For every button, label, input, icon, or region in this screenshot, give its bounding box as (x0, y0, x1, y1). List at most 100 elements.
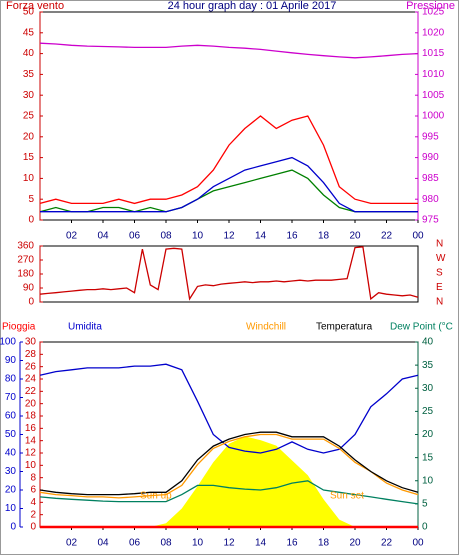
left-label: Forza vento (6, 0, 64, 12)
x-tick-label: 10 (192, 231, 204, 242)
line (39, 363, 419, 454)
y-tick-label: 0 (10, 522, 16, 533)
y-tick-label: 30 (23, 90, 35, 101)
y2-tick-label: 1000 (422, 111, 445, 122)
x-tick-label: 02 (66, 538, 78, 549)
x-tick-label: 08 (160, 538, 172, 549)
y-tick-label: 15 (23, 152, 35, 163)
compass-label: S (436, 268, 443, 279)
y2-tick-label: 25 (422, 406, 434, 417)
x-tick-label: 02 (66, 231, 78, 242)
x-tick-label: 04 (97, 231, 109, 242)
y-tick-label: 20 (5, 485, 17, 496)
line (40, 156, 418, 213)
y-tick-label: 10 (23, 173, 35, 184)
y2-tick-label: 15 (422, 452, 434, 463)
line (39, 42, 419, 59)
y2-tick-label: 980 (422, 194, 439, 205)
y-tick-label: 40 (5, 448, 17, 459)
y3-tick-label: 8 (30, 472, 36, 483)
legend-entry: Dew Point (°C (390, 322, 453, 333)
y-tick-label: 90 (23, 283, 35, 294)
y2-tick-label: 5 (422, 499, 428, 510)
y3-tick-label: 26 (25, 361, 37, 372)
line (39, 431, 419, 496)
x-tick-label: 22 (381, 231, 393, 242)
y3-tick-label: 14 (25, 435, 37, 446)
x-tick-label: 06 (129, 538, 141, 549)
y-tick-label: 35 (23, 69, 35, 80)
y2-tick-label: 20 (422, 429, 434, 440)
x-tick-label: 20 (349, 538, 361, 549)
y3-tick-label: 10 (25, 460, 37, 471)
right-label: Pressione (406, 0, 455, 12)
x-tick-label: 18 (318, 231, 330, 242)
y3-tick-label: 22 (25, 386, 37, 397)
legend-entry: Pioggia (2, 322, 36, 333)
y2-tick-label: 1015 (422, 48, 445, 59)
y2-tick-label: 40 (422, 337, 434, 348)
line (39, 246, 419, 301)
y2-tick-label: 1010 (422, 69, 445, 80)
y-tick-label: 40 (23, 48, 35, 59)
y-tick-label: 10 (5, 503, 17, 514)
x-tick-label: 16 (286, 231, 298, 242)
y2-tick-label: 995 (422, 131, 439, 142)
y-tick-label: 0 (28, 297, 34, 308)
x-tick-label: 12 (223, 231, 235, 242)
x-tick-label: 22 (381, 538, 393, 549)
y3-tick-label: 12 (25, 448, 37, 459)
y-tick-label: 60 (5, 411, 17, 422)
y2-tick-label: 975 (422, 215, 439, 226)
legend-entry: Temperatura (316, 322, 373, 333)
y-tick-label: 180 (17, 269, 34, 280)
y-tick-label: 30 (5, 466, 17, 477)
x-tick-label: 10 (192, 538, 204, 549)
y2-tick-label: 10 (422, 475, 434, 486)
y3-tick-label: 4 (30, 497, 36, 508)
y-tick-label: 90 (5, 355, 17, 366)
y3-tick-label: 20 (25, 398, 37, 409)
x-tick-label: 12 (223, 538, 235, 549)
y2-tick-label: 985 (422, 173, 439, 184)
y3-tick-label: 30 (25, 337, 37, 348)
y2-tick-label: 990 (422, 152, 439, 163)
x-tick-label: 20 (349, 231, 361, 242)
y2-tick-label: 35 (422, 360, 434, 371)
y2-tick-label: 30 (422, 383, 434, 394)
x-tick-label: 08 (160, 231, 172, 242)
y-tick-label: 80 (5, 374, 17, 385)
y-tick-label: 50 (5, 429, 17, 440)
y2-tick-label: 0 (422, 522, 428, 533)
y-tick-label: 100 (0, 337, 16, 348)
compass-label: W (436, 253, 446, 264)
x-tick-label: 14 (255, 231, 267, 242)
compass-label: E (436, 282, 443, 293)
y3-tick-label: 28 (25, 349, 37, 360)
compass-label: N (436, 297, 443, 308)
y3-tick-label: 2 (30, 509, 36, 520)
y-tick-label: 0 (28, 215, 34, 226)
y3-tick-label: 18 (25, 411, 37, 422)
x-tick-label: 00 (412, 538, 424, 549)
x-tick-label: 14 (255, 538, 267, 549)
y3-tick-label: 0 (30, 522, 36, 533)
legend-entry: Windchill (246, 322, 286, 333)
y-tick-label: 50 (23, 7, 35, 18)
compass-label: N (436, 239, 443, 250)
line (39, 433, 419, 499)
y-tick-label: 270 (17, 255, 34, 266)
y2-tick-label: 1020 (422, 27, 445, 38)
y3-tick-label: 6 (30, 485, 36, 496)
x-tick-label: 16 (286, 538, 298, 549)
y-tick-label: 25 (23, 111, 35, 122)
line (39, 115, 418, 205)
y-tick-label: 70 (5, 392, 17, 403)
y-tick-label: 360 (17, 241, 34, 252)
chart-title: 24 hour graph day : 01 Aprile 2017 (168, 0, 337, 12)
annotation: Sun set (330, 491, 364, 502)
y-tick-label: 5 (28, 194, 34, 205)
y2-tick-label: 1005 (422, 90, 445, 101)
line (39, 480, 419, 505)
